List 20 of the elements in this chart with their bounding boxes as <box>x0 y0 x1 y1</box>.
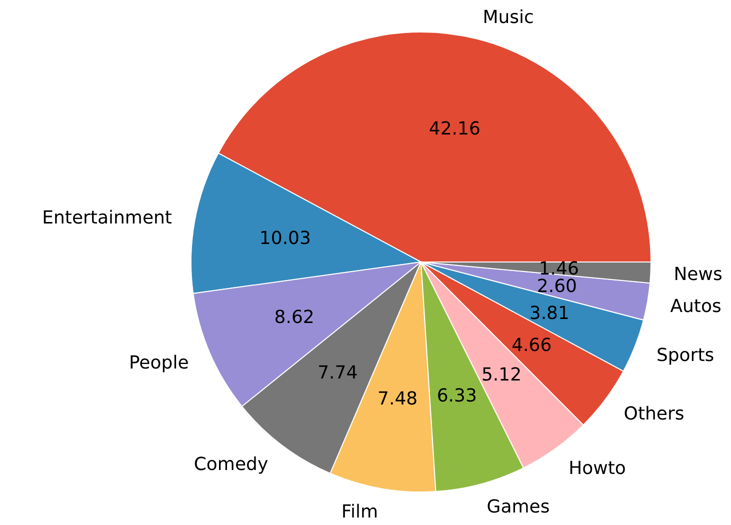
data-label: 42.16 <box>428 118 480 140</box>
slice-label: Sports <box>656 344 714 366</box>
data-label: 5.12 <box>481 364 522 386</box>
slice-label: Film <box>341 502 378 523</box>
data-label: 7.48 <box>378 388 418 410</box>
slice-label: Music <box>482 6 534 28</box>
slice-label: Autos <box>670 296 722 317</box>
slice-label: Comedy <box>194 454 268 475</box>
slice-label: People <box>128 352 189 374</box>
data-label: 3.81 <box>529 302 570 324</box>
slice-label: News <box>674 264 722 285</box>
data-label: 7.74 <box>318 362 358 384</box>
slice-label: Games <box>486 496 550 518</box>
slice-label: Others <box>624 404 684 425</box>
data-label: 4.66 <box>512 334 552 356</box>
slice-label: Entertainment <box>42 208 172 229</box>
slice-label: Howto <box>568 458 626 479</box>
data-label: 10.03 <box>259 228 311 249</box>
data-label: 8.62 <box>274 307 314 328</box>
data-label: 6.33 <box>436 386 477 407</box>
